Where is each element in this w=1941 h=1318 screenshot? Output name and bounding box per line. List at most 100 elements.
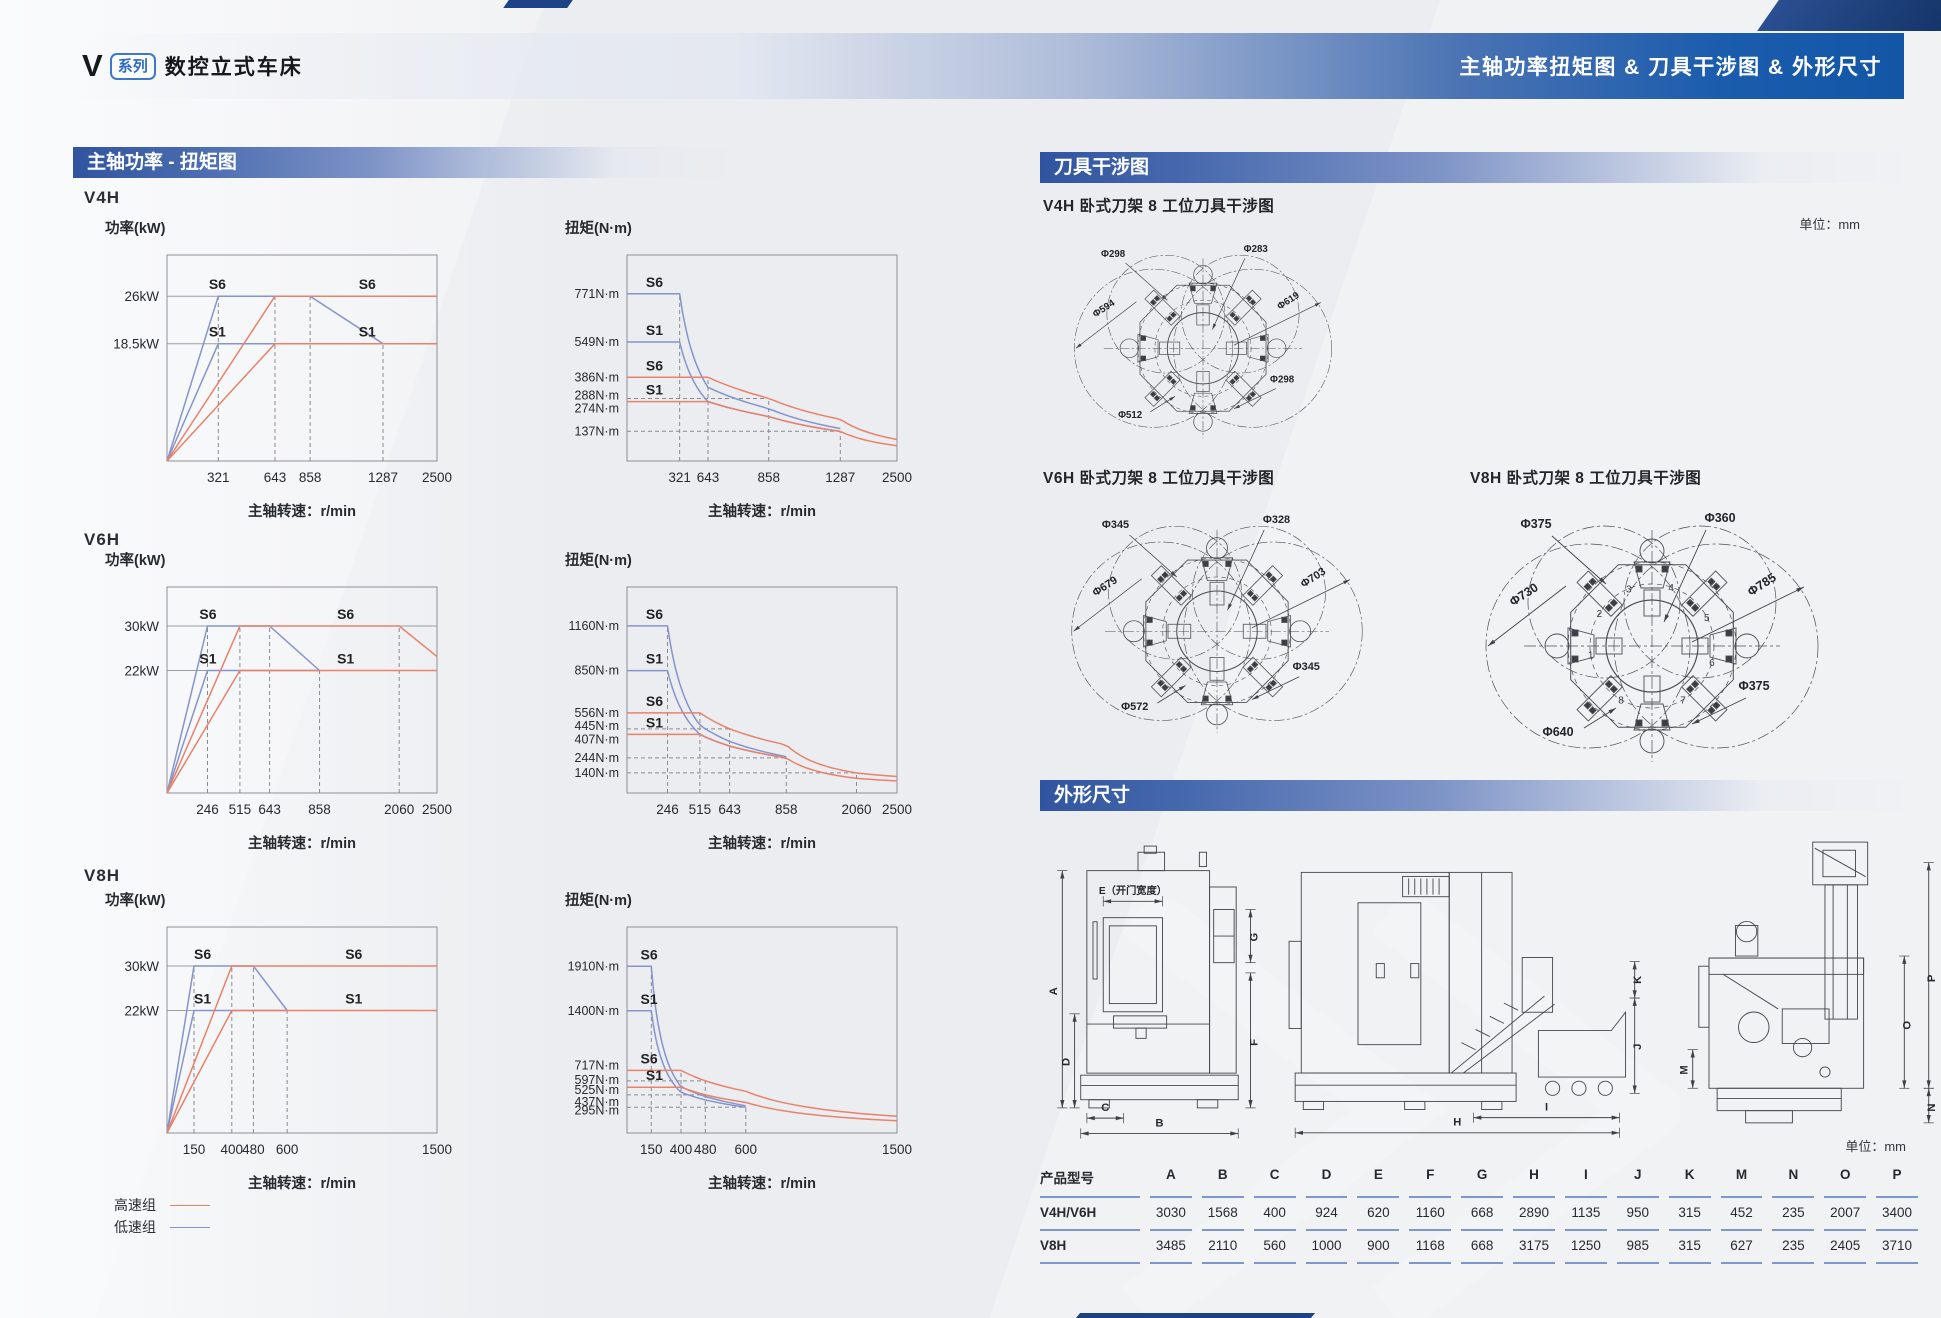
bottom-accent — [1075, 1313, 1316, 1318]
svg-text:295N·m: 295N·m — [575, 1103, 619, 1117]
svg-text:S6: S6 — [641, 1050, 658, 1066]
svg-text:N: N — [1926, 1104, 1938, 1112]
svg-text:主轴转速：r/min: 主轴转速：r/min — [708, 1174, 816, 1192]
interference-title-v4h: V4H 卧式刀架 8 工位刀具干涉图 — [1043, 198, 1275, 215]
legend-item-low-speed: 低速组 — [114, 1216, 210, 1238]
svg-text:S6: S6 — [337, 606, 354, 622]
svg-text:2: 2 — [1597, 609, 1603, 620]
svg-text:Φ345: Φ345 — [1293, 661, 1320, 673]
svg-text:Φ345: Φ345 — [1102, 519, 1129, 531]
table-cell: 1160 — [1409, 1198, 1452, 1231]
v4h-power-chart: 26kW 18.5kW S6 S1 S6 S1 321 643 858 1287 2500 功率(kW… — [75, 209, 515, 539]
table-cell: 560 — [1253, 1231, 1296, 1264]
table-cell: 2110 — [1201, 1231, 1244, 1264]
svg-text:643: 643 — [258, 802, 281, 817]
table-cell: 400 — [1253, 1198, 1296, 1231]
svg-text:S1: S1 — [199, 651, 216, 667]
table-cell: 315 — [1668, 1198, 1711, 1231]
svg-text:643: 643 — [718, 802, 741, 817]
svg-text:30kW: 30kW — [124, 959, 159, 974]
svg-text:1910N·m: 1910N·m — [568, 959, 619, 973]
table-cell: 924 — [1305, 1198, 1348, 1231]
section-title: 主轴功率 - 扭矩图 — [87, 152, 237, 173]
svg-text:597N·m: 597N·m — [575, 1073, 619, 1087]
table-cell: 668 — [1461, 1198, 1504, 1231]
outline-drawing-front: A E（开门宽度） G F D C B — [1048, 842, 1273, 1141]
svg-text:S6: S6 — [646, 357, 663, 373]
outline-drawing-side: K J I H — [1283, 844, 1658, 1140]
background-chevron-watermark — [1122, 900, 1680, 1318]
svg-text:140N·m: 140N·m — [575, 766, 619, 780]
svg-text:Φ640: Φ640 — [1542, 725, 1573, 739]
table-cell: 3485 — [1150, 1231, 1192, 1264]
table-cell: 1135 — [1564, 1198, 1607, 1231]
svg-text:400: 400 — [670, 1142, 693, 1157]
table-cell: 2405 — [1824, 1231, 1867, 1264]
svg-text:858: 858 — [757, 470, 780, 485]
table-header-P: P — [1876, 1160, 1918, 1198]
svg-text:2500: 2500 — [882, 470, 912, 485]
svg-text:Φ360: Φ360 — [1704, 511, 1735, 525]
svg-text:O: O — [1901, 1021, 1913, 1030]
svg-text:主轴转速：r/min: 主轴转速：r/min — [248, 834, 356, 852]
svg-text:功率(kW): 功率(kW) — [105, 891, 166, 909]
svg-text:274N·m: 274N·m — [575, 402, 619, 416]
svg-text:26kW: 26kW — [124, 289, 159, 304]
svg-text:600: 600 — [735, 1142, 758, 1157]
svg-text:Φ298: Φ298 — [1270, 374, 1295, 385]
table-cell: 452 — [1720, 1198, 1763, 1231]
interference-title-v8h: V8H 卧式刀架 8 工位刀具干涉图 — [1470, 470, 1702, 487]
table-header-O: O — [1824, 1160, 1867, 1198]
svg-text:8: 8 — [1618, 696, 1624, 707]
table-header-M: M — [1720, 1160, 1763, 1198]
svg-text:扭矩(N·m): 扭矩(N·m) — [565, 891, 632, 909]
svg-text:Φ283: Φ283 — [1244, 244, 1269, 255]
table-cell: 1250 — [1564, 1231, 1607, 1264]
v4h-interference-diagram: Φ298 Φ283 Φ594 Φ619 Φ512 Φ298 — [1048, 232, 1358, 449]
table-cell: 3175 — [1513, 1231, 1555, 1264]
svg-text:H: H — [1453, 1117, 1461, 1129]
svg-text:437N·m: 437N·m — [575, 1095, 619, 1109]
table-header-J: J — [1616, 1160, 1659, 1198]
speed-group-legend: 高速组 低速组 — [114, 1194, 210, 1238]
section-header-power-torque: 主轴功率 - 扭矩图 — [73, 147, 735, 178]
svg-text:B: B — [1155, 1117, 1163, 1129]
svg-text:445N·m: 445N·m — [575, 719, 619, 733]
legend-label: 高速组 — [114, 1197, 156, 1213]
svg-text:M: M — [1679, 1065, 1691, 1074]
brand-letter: V — [82, 48, 103, 83]
table-cell: 627 — [1720, 1231, 1763, 1264]
svg-text:主轴转速：r/min: 主轴转速：r/min — [708, 834, 816, 852]
svg-text:22kW: 22kW — [124, 664, 159, 679]
svg-text:主轴转速：r/min: 主轴转速：r/min — [248, 1174, 356, 1192]
svg-text:858: 858 — [775, 802, 798, 817]
svg-text:D: D — [1060, 1058, 1072, 1066]
svg-text:S1: S1 — [337, 651, 354, 667]
table-cell: 2890 — [1513, 1198, 1555, 1231]
svg-text:S6: S6 — [359, 276, 376, 292]
svg-text:850N·m: 850N·m — [575, 664, 619, 678]
table-header-C: C — [1253, 1160, 1296, 1198]
table-header-D: D — [1305, 1160, 1348, 1198]
svg-text:2060: 2060 — [384, 802, 414, 817]
model-label-v6h: V6H — [84, 530, 121, 549]
legend-item-high-speed: 高速组 — [114, 1194, 210, 1216]
table-cell: 235 — [1772, 1231, 1815, 1264]
svg-text:407N·m: 407N·m — [575, 732, 619, 746]
table-cell: 1168 — [1409, 1231, 1452, 1264]
svg-text:7: 7 — [1680, 696, 1686, 707]
section-header-dimensions: 外形尺寸 — [1040, 780, 1920, 811]
svg-text:K: K — [1632, 976, 1644, 984]
svg-text:1160N·m: 1160N·m — [569, 619, 619, 633]
svg-text:480: 480 — [694, 1142, 717, 1157]
v6h-interference-diagram: Φ345 Φ328 Φ679 Φ703 Φ572 Φ345 — [1042, 500, 1392, 745]
svg-text:5: 5 — [1704, 613, 1710, 624]
svg-text:321: 321 — [668, 470, 691, 485]
svg-text:S1: S1 — [646, 714, 663, 730]
svg-text:1500: 1500 — [422, 1142, 452, 1157]
dimension-table: 产品型号 A B C D E F G H I J K M N O P V4H/V6H 3030 1568 400 924… — [1040, 1160, 1918, 1264]
svg-text:1287: 1287 — [368, 470, 398, 485]
svg-text:556N·m: 556N·m — [575, 706, 619, 720]
table-header-N: N — [1772, 1160, 1815, 1198]
v6h-torque-chart: 1160N·m 850N·m 556N·m 445N·m 407N·m 244N·m 140… — [535, 541, 975, 871]
